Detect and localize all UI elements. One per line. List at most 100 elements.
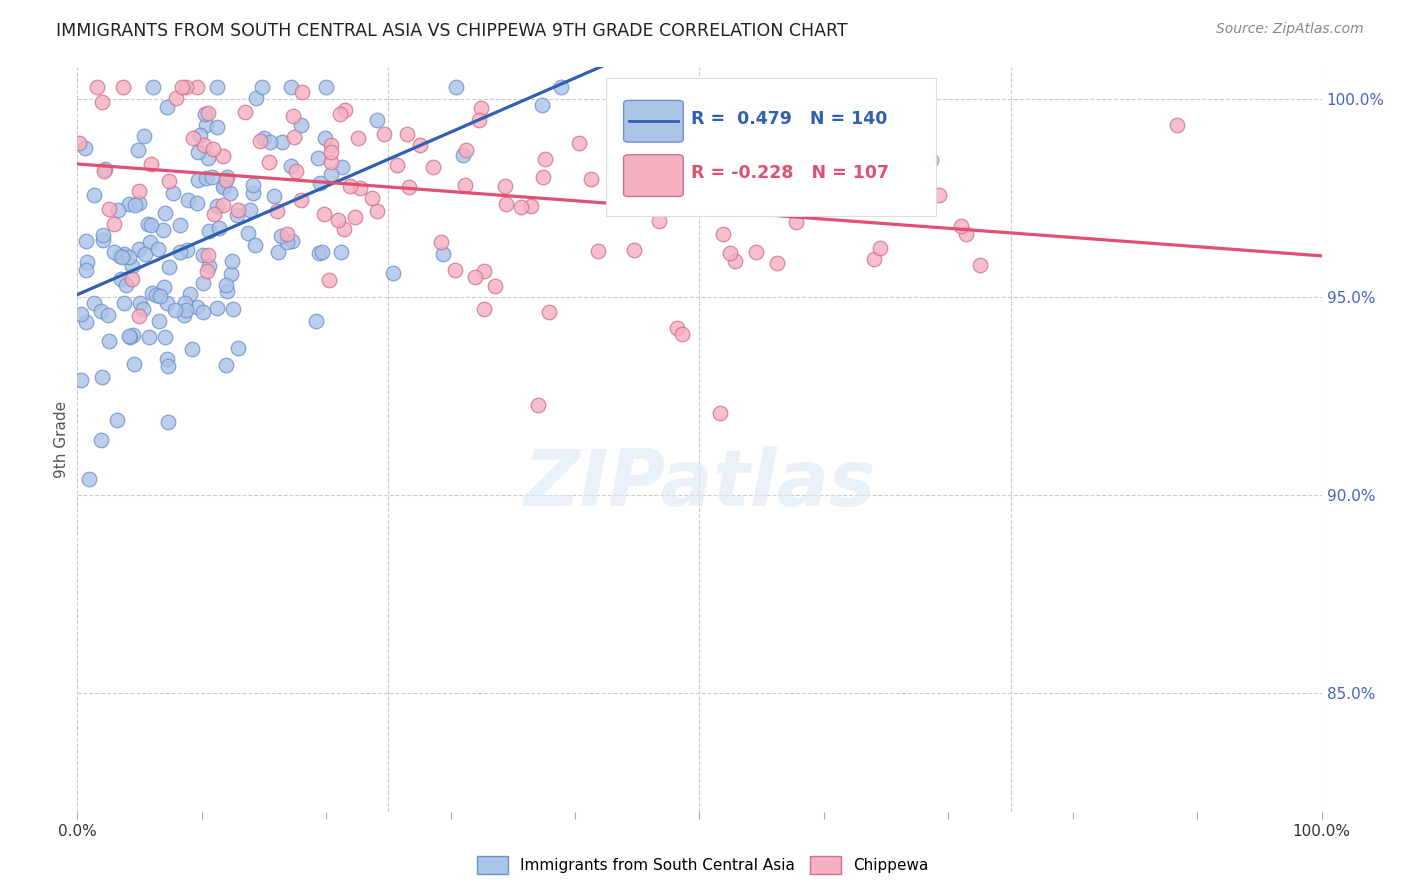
Point bbox=[156, 359, 179, 374]
Point bbox=[467, 112, 489, 127]
Point bbox=[700, 98, 723, 112]
Point bbox=[243, 237, 266, 252]
Point bbox=[132, 301, 155, 316]
Point bbox=[734, 192, 756, 206]
Point bbox=[152, 280, 174, 294]
Point bbox=[207, 79, 229, 94]
Point bbox=[443, 263, 465, 277]
Point bbox=[153, 206, 176, 220]
Point bbox=[314, 130, 336, 145]
Point bbox=[270, 229, 292, 244]
Point bbox=[211, 148, 233, 162]
Point bbox=[197, 248, 219, 262]
Point bbox=[129, 296, 152, 310]
Text: R = -0.228   N = 107: R = -0.228 N = 107 bbox=[690, 164, 889, 182]
Point bbox=[165, 303, 187, 318]
Point bbox=[242, 186, 264, 201]
Point bbox=[134, 128, 156, 143]
Point bbox=[186, 79, 208, 94]
Point bbox=[785, 215, 807, 229]
Point bbox=[745, 245, 768, 260]
Point bbox=[128, 184, 150, 198]
Point bbox=[91, 233, 114, 247]
Point bbox=[124, 198, 146, 212]
Point bbox=[328, 213, 350, 227]
Point bbox=[321, 167, 343, 181]
Point bbox=[484, 278, 506, 293]
Point bbox=[108, 249, 131, 263]
Point bbox=[219, 267, 242, 281]
Point bbox=[153, 330, 176, 344]
Point bbox=[530, 98, 553, 112]
Point bbox=[432, 246, 454, 260]
Point bbox=[98, 334, 121, 349]
Point bbox=[395, 127, 418, 141]
FancyBboxPatch shape bbox=[624, 101, 683, 142]
Point bbox=[201, 142, 224, 156]
Point bbox=[718, 246, 741, 260]
Point bbox=[76, 254, 98, 268]
Point bbox=[198, 259, 221, 273]
Point bbox=[103, 245, 125, 260]
Point bbox=[527, 398, 550, 412]
Point bbox=[136, 217, 159, 231]
Point bbox=[212, 179, 235, 194]
Point bbox=[141, 157, 163, 171]
Point bbox=[531, 170, 554, 185]
Point bbox=[307, 151, 329, 165]
Point bbox=[94, 162, 117, 177]
Point bbox=[245, 91, 267, 105]
Point bbox=[97, 308, 120, 322]
Point bbox=[118, 330, 141, 344]
Point bbox=[75, 140, 97, 154]
Point bbox=[191, 248, 214, 262]
Point bbox=[430, 235, 453, 250]
Point bbox=[103, 217, 125, 231]
Point bbox=[90, 433, 112, 447]
Point bbox=[157, 260, 180, 275]
Point bbox=[920, 153, 942, 167]
Point bbox=[142, 79, 165, 94]
Point bbox=[105, 413, 128, 427]
Point bbox=[214, 358, 236, 372]
Point bbox=[309, 176, 332, 190]
Point bbox=[90, 304, 112, 318]
Point bbox=[495, 197, 517, 211]
Point bbox=[121, 259, 143, 273]
Point bbox=[194, 119, 217, 133]
Point bbox=[179, 286, 201, 301]
Point bbox=[187, 173, 209, 187]
Point bbox=[271, 136, 294, 150]
Point bbox=[112, 296, 135, 310]
Point bbox=[197, 224, 219, 238]
FancyBboxPatch shape bbox=[624, 155, 683, 196]
Point bbox=[950, 219, 973, 233]
Point bbox=[174, 79, 197, 94]
Point bbox=[121, 328, 143, 343]
Point bbox=[519, 199, 541, 213]
Point bbox=[290, 193, 312, 207]
Point bbox=[156, 296, 179, 310]
Point bbox=[252, 79, 274, 94]
Point bbox=[208, 220, 231, 235]
Point bbox=[537, 305, 560, 319]
Point bbox=[276, 227, 298, 241]
Point bbox=[472, 264, 495, 278]
Point bbox=[134, 247, 156, 261]
Point bbox=[249, 134, 271, 148]
Point bbox=[90, 369, 112, 384]
Point bbox=[201, 170, 224, 185]
Point bbox=[509, 200, 531, 214]
Point bbox=[128, 195, 150, 210]
Point bbox=[127, 144, 149, 158]
Point bbox=[862, 252, 884, 266]
Point bbox=[533, 152, 555, 166]
Point bbox=[568, 136, 591, 150]
Point bbox=[766, 255, 789, 269]
Point bbox=[318, 273, 340, 287]
Point bbox=[111, 79, 134, 94]
Point bbox=[454, 143, 477, 157]
Point bbox=[236, 226, 259, 240]
Point bbox=[360, 191, 382, 205]
Point bbox=[333, 222, 356, 236]
